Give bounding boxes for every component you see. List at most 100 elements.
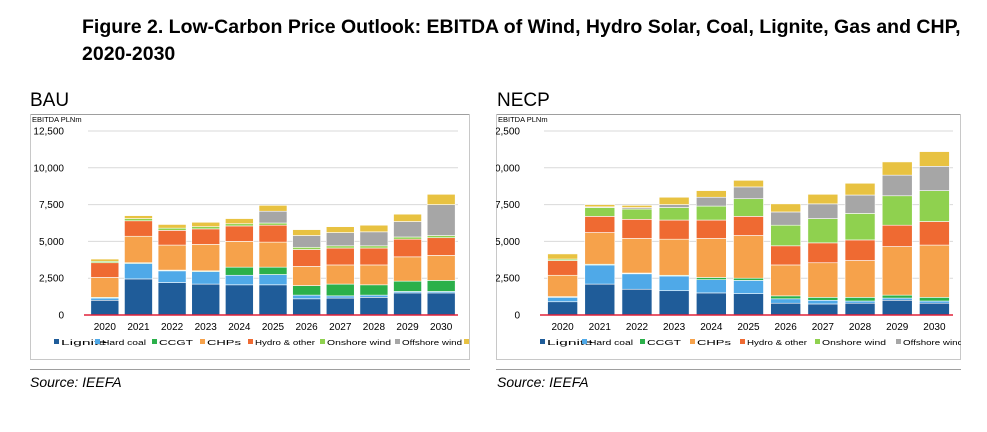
necp-x-tick-label: 2023 xyxy=(663,322,686,333)
bau-bar-2028-hard-coal xyxy=(359,294,389,298)
bau-legend-swatch-hydro-other xyxy=(248,339,253,344)
bau-bar-2026-chps xyxy=(292,266,321,286)
source-note-necp: Source: IEEFA xyxy=(497,374,589,390)
bau-bar-2027-hard-coal xyxy=(325,295,355,299)
bau-bar-2027-chps xyxy=(325,264,355,285)
necp-bar-2028-hard-coal xyxy=(844,300,876,304)
bau-y-tick-label: 12,500 xyxy=(33,127,64,138)
bau-bar-2025-onshore-wind xyxy=(258,222,288,226)
necp-x-tick-label: 2026 xyxy=(775,322,798,333)
bau-bar-2028-offshore-wind xyxy=(359,231,389,247)
necp-bar-2030-hydro-other xyxy=(919,221,950,246)
necp-bar-2029-ccgt xyxy=(881,294,913,299)
bau-bar-2026-lignite xyxy=(292,298,321,316)
necp-bar-2025-ccgt xyxy=(733,277,764,281)
necp-x-tick-label: 2021 xyxy=(589,322,612,333)
bau-bar-2025-hard-coal xyxy=(258,274,288,286)
source-rule-necp xyxy=(496,369,961,370)
bau-bar-2028-ccgt xyxy=(359,284,389,296)
bau-legend-swatch-lignite xyxy=(54,339,59,344)
bau-legend-label-ccgt: CCGT xyxy=(159,338,194,347)
bau-bar-2020-photovoltaic xyxy=(90,258,120,262)
necp-bar-2029-offshore-wind xyxy=(881,174,913,197)
bau-bar-2021-hard-coal xyxy=(124,263,153,280)
necp-bar-2022-hydro-other xyxy=(621,219,653,239)
bau-bar-2024-hard-coal xyxy=(225,274,254,286)
necp-bar-2022-photovoltaic xyxy=(621,205,653,208)
necp-bar-2027-onshore-wind xyxy=(807,218,839,244)
bau-bar-2026-hard-coal xyxy=(292,294,321,300)
panel-title-bau: BAU xyxy=(30,90,70,111)
bau-bar-2026-offshore-wind xyxy=(292,235,321,248)
necp-legend-swatch-lignite xyxy=(540,339,545,344)
bau-legend-swatch-onshore-wind xyxy=(320,339,325,344)
necp-bar-2022-chps xyxy=(621,238,653,274)
necp-x-tick-label: 2028 xyxy=(849,322,872,333)
bau-bar-2030-lignite xyxy=(426,292,456,316)
necp-legend-label-chps: CHPs xyxy=(697,338,731,347)
necp-bar-2030-ccgt xyxy=(919,297,950,302)
bau-legend-swatch-photovoltaic xyxy=(464,339,469,344)
necp-bar-2022-lignite xyxy=(621,288,653,316)
necp-bar-2029-onshore-wind xyxy=(881,195,913,226)
bau-bar-2026-hydro-other xyxy=(292,249,321,267)
bau-x-tick-label: 2023 xyxy=(195,322,218,333)
necp-bar-2027-ccgt xyxy=(807,297,839,301)
necp-bar-2025-chps xyxy=(733,235,764,279)
bau-bar-2023-lignite xyxy=(191,283,221,316)
bau-y-axis-label: EBITDA PLNm xyxy=(32,115,82,124)
bau-bar-2022-chps xyxy=(157,244,187,271)
bau-bar-2026-photovoltaic xyxy=(292,229,321,236)
bau-bar-2022-hydro-other xyxy=(157,230,187,246)
necp-bar-2023-onshore-wind xyxy=(658,207,690,221)
necp-bar-2027-photovoltaic xyxy=(807,193,839,205)
necp-legend-swatch-chps xyxy=(690,339,695,344)
bau-bar-2027-ccgt xyxy=(325,283,355,297)
bau-y-tick-label: 10,000 xyxy=(33,163,64,174)
necp-bar-2025-hard-coal xyxy=(733,280,764,294)
necp-bar-2026-offshore-wind xyxy=(770,211,801,226)
necp-bar-2028-offshore-wind xyxy=(844,194,876,214)
bau-bar-2026-onshore-wind xyxy=(292,246,321,250)
bau-x-tick-label: 2026 xyxy=(296,322,319,333)
bau-bar-2022-photovoltaic xyxy=(157,224,187,229)
bau-bar-2029-hydro-other xyxy=(393,238,422,258)
necp-bar-2028-onshore-wind xyxy=(844,213,876,241)
necp-bar-2030-chps xyxy=(919,244,950,298)
necp-bar-2027-hydro-other xyxy=(807,242,839,264)
necp-y-axis-label: EBITDA PLNm xyxy=(498,115,548,124)
bau-x-tick-label: 2025 xyxy=(262,322,285,333)
necp-bar-2029-lignite xyxy=(881,299,913,316)
necp-bar-2024-photovoltaic xyxy=(696,190,727,198)
bau-bar-2025-ccgt xyxy=(258,266,288,275)
necp-bar-2027-lignite xyxy=(807,303,839,316)
bau-legend-label-chps: CHPs xyxy=(207,338,241,347)
bau-bar-2025-hydro-other xyxy=(258,224,288,243)
bau-bar-2022-onshore-wind xyxy=(157,227,187,231)
bau-y-tick-label: 5,000 xyxy=(39,237,64,248)
necp-x-tick-label: 2020 xyxy=(551,322,574,333)
bau-bar-2027-hydro-other xyxy=(325,247,355,266)
bau-y-tick-label: 7,500 xyxy=(39,200,64,211)
necp-bar-2026-hard-coal xyxy=(770,298,801,304)
bau-bar-2028-hydro-other xyxy=(359,247,389,266)
necp-bar-2028-hydro-other xyxy=(844,239,876,261)
necp-x-tick-label: 2030 xyxy=(923,322,946,333)
bau-bar-2023-onshore-wind xyxy=(191,226,221,230)
bau-bar-2020-lignite xyxy=(90,299,120,316)
necp-bar-2024-lignite xyxy=(696,292,727,316)
bau-legend-swatch-chps xyxy=(200,339,205,344)
bau-y-tick-label: 0 xyxy=(58,311,64,322)
bau-legend-label-onshore-wind: Onshore wind xyxy=(327,338,391,347)
necp-bar-2026-chps xyxy=(770,264,801,297)
bau-x-tick-label: 2030 xyxy=(430,322,453,333)
necp-bar-2023-lignite xyxy=(658,290,690,316)
bau-x-tick-label: 2022 xyxy=(161,322,184,333)
bau-legend-label-hard-coal: Hard coal xyxy=(102,338,146,347)
necp-bar-2024-offshore-wind xyxy=(696,196,727,207)
bau-bar-2030-chps xyxy=(426,255,456,281)
bau-bar-2025-photovoltaic xyxy=(258,205,288,212)
necp-bar-2025-hydro-other xyxy=(733,216,764,236)
bau-chart: EBITDA PLNm 0 2,500 5,000 7,500 10,000 12,500 2… xyxy=(32,115,469,347)
necp-y-tick-label: 7,500 xyxy=(496,200,520,211)
